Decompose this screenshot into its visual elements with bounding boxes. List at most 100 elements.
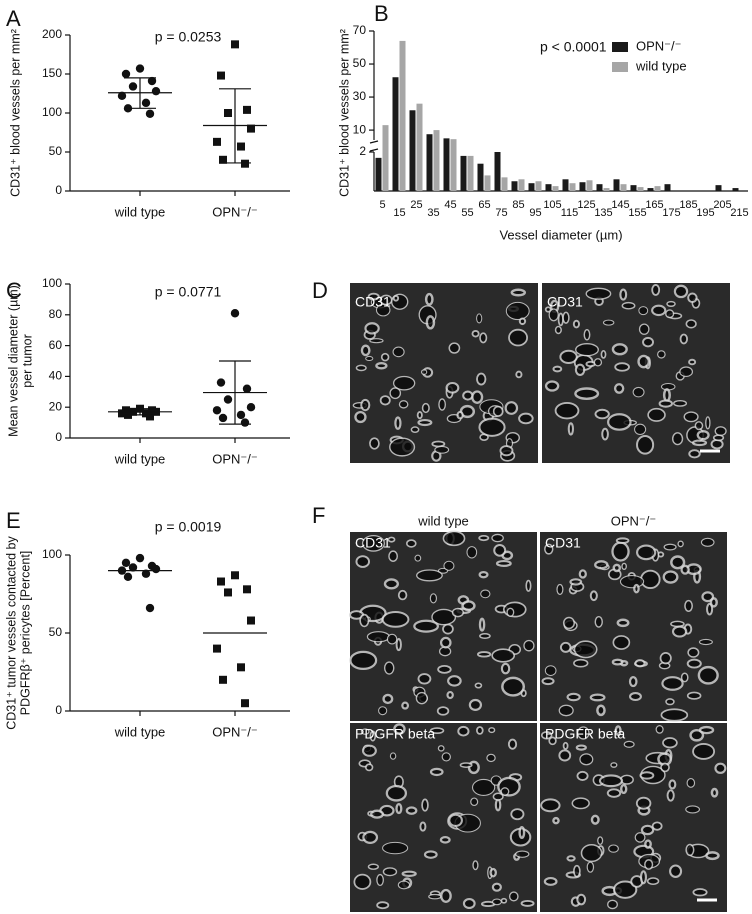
vessel: [566, 855, 576, 862]
vessel: [574, 363, 586, 376]
vessel: [462, 390, 474, 401]
vessel: [392, 346, 405, 358]
p-value: p < 0.0001: [540, 39, 607, 55]
bar: [433, 130, 440, 191]
vessel: [580, 843, 603, 863]
panel-label: C: [6, 278, 22, 303]
x-tick-label: 135: [594, 207, 612, 219]
bar: [620, 184, 627, 191]
data-point: [224, 109, 232, 117]
data-point: [230, 309, 240, 318]
vessel: [671, 432, 684, 446]
vessel: [683, 411, 699, 423]
vessel: [506, 607, 515, 617]
vessel: [616, 618, 630, 628]
bar: [518, 179, 525, 191]
vessel: [639, 771, 655, 780]
vessel: [494, 798, 502, 812]
vessel: [662, 737, 678, 749]
p-value: p = 0.0253: [155, 29, 222, 45]
vessel: [495, 559, 512, 567]
vessel: [623, 740, 635, 748]
data-point: [118, 409, 126, 418]
vessel: [647, 407, 666, 422]
vessel: [491, 533, 504, 543]
data-point: [243, 105, 251, 114]
vessel: [689, 728, 705, 742]
vessel: [552, 365, 563, 373]
vessel: [634, 832, 646, 843]
vessel: [646, 877, 660, 886]
vessel: [562, 741, 569, 750]
vessel: [478, 617, 486, 632]
vessel: [451, 607, 465, 618]
y-tick-label: 60: [49, 338, 63, 352]
vessel: [575, 744, 587, 751]
vessel: [369, 809, 385, 819]
vessel: [558, 704, 574, 717]
vessel: [665, 698, 675, 706]
vessel: [364, 322, 380, 335]
x-tick-label: OPN⁻/⁻: [212, 724, 258, 739]
x-tick-label: 115: [561, 207, 579, 219]
vessel: [366, 631, 390, 643]
x-tick-label: 105: [543, 199, 561, 211]
vessel: [655, 725, 664, 734]
vessel: [382, 867, 398, 877]
y-tick-label: 0: [55, 703, 62, 717]
vessel: [456, 410, 464, 420]
stain-label: CD31: [355, 294, 391, 310]
vessel: [554, 325, 562, 335]
bar: [528, 183, 535, 191]
x-tick-label: 215: [730, 207, 748, 219]
vessel: [576, 770, 589, 781]
vessel: [642, 336, 655, 348]
vessel: [431, 440, 446, 448]
bar: [399, 40, 406, 192]
data-point: [247, 616, 255, 625]
vessel: [688, 449, 701, 459]
vessel: [680, 672, 689, 683]
bar: [552, 186, 559, 191]
vessel: [500, 662, 511, 675]
vessel: [440, 888, 452, 903]
bar: [392, 77, 399, 191]
bar: [715, 185, 722, 191]
vessel: [556, 583, 564, 595]
vessel: [621, 301, 636, 310]
vessel: [619, 288, 628, 301]
vessel: [385, 784, 408, 802]
vessel: [662, 388, 671, 403]
data-point: [242, 384, 252, 393]
vessel: [424, 292, 434, 306]
vessel: [381, 611, 410, 628]
vessel: [621, 562, 627, 571]
vessel: [393, 723, 406, 735]
vessel: [392, 375, 416, 391]
y-tick-label: 70: [353, 23, 367, 37]
vessel: [417, 418, 433, 427]
data-point: [247, 124, 255, 133]
vessel: [361, 744, 377, 757]
vessel: [679, 333, 688, 345]
vessel: [666, 789, 675, 802]
data-point: [135, 553, 145, 563]
vessel: [562, 311, 570, 324]
vessel: [651, 821, 663, 831]
vessel: [634, 659, 646, 668]
vessel: [504, 401, 519, 415]
x-axis-label: Vessel diameter (µm): [499, 227, 622, 242]
vessel: [500, 787, 510, 796]
vessel: [442, 623, 454, 635]
vessel: [367, 292, 380, 301]
bar: [603, 188, 610, 191]
vessel: [590, 814, 600, 825]
data-point: [240, 418, 250, 427]
vessel: [478, 417, 506, 437]
vessel: [600, 349, 607, 359]
vessel: [395, 638, 402, 652]
vessel: [360, 344, 371, 357]
vessel: [420, 369, 428, 375]
vessel: [644, 839, 652, 849]
